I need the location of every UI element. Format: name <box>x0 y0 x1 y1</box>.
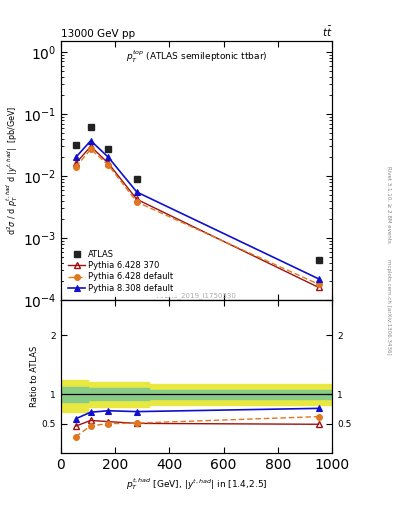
Y-axis label: d$^2\sigma$ / d $p_T^{t,had}$ d $|y^{t,had}|$  [pb/GeV]: d$^2\sigma$ / d $p_T^{t,had}$ d $|y^{t,h… <box>4 106 20 235</box>
Pythia 6.428 default <box>88 146 93 152</box>
Pythia 8.308 default <box>316 276 321 282</box>
Pythia 6.428 default <box>316 281 321 287</box>
Pythia 6.428 370 <box>88 143 93 150</box>
Text: Rivet 3.1.10, ≥ 2.8M events: Rivet 3.1.10, ≥ 2.8M events <box>386 166 391 243</box>
Line: ATLAS: ATLAS <box>73 124 321 263</box>
Pythia 6.428 default <box>134 199 139 205</box>
ATLAS <box>73 141 78 147</box>
X-axis label: $p_T^{t,had}$ [GeV], $|y^{t,had}|$ in [1.4,2.5]: $p_T^{t,had}$ [GeV], $|y^{t,had}|$ in [1… <box>126 476 267 492</box>
Pythia 8.308 default <box>134 189 139 195</box>
Legend: ATLAS, Pythia 6.428 370, Pythia 6.428 default, Pythia 8.308 default: ATLAS, Pythia 6.428 370, Pythia 6.428 de… <box>64 246 178 296</box>
Pythia 6.428 370 <box>316 284 321 290</box>
Pythia 6.428 default <box>106 162 111 168</box>
ATLAS <box>106 146 111 152</box>
Line: Pythia 8.308 default: Pythia 8.308 default <box>73 138 321 282</box>
Pythia 8.308 default <box>73 154 78 160</box>
Pythia 6.428 370 <box>134 196 139 202</box>
Text: $t\bar{t}$: $t\bar{t}$ <box>321 26 332 39</box>
Y-axis label: Ratio to ATLAS: Ratio to ATLAS <box>30 346 39 407</box>
Text: 13000 GeV pp: 13000 GeV pp <box>61 30 135 39</box>
Pythia 6.428 default <box>73 164 78 170</box>
Pythia 8.308 default <box>88 138 93 144</box>
Text: $p_T^{top}$ (ATLAS semileptonic ttbar): $p_T^{top}$ (ATLAS semileptonic ttbar) <box>126 49 267 65</box>
ATLAS <box>88 124 93 130</box>
ATLAS <box>316 257 321 263</box>
Text: mcplots.cern.ch [arXiv:1306.3436]: mcplots.cern.ch [arXiv:1306.3436] <box>386 260 391 355</box>
Line: Pythia 6.428 370: Pythia 6.428 370 <box>73 143 321 290</box>
Text: ATLAS_2019_I1750330: ATLAS_2019_I1750330 <box>156 292 237 298</box>
Pythia 6.428 370 <box>73 160 78 166</box>
Line: Pythia 6.428 default: Pythia 6.428 default <box>73 146 321 287</box>
Pythia 6.428 370 <box>106 160 111 166</box>
Pythia 8.308 default <box>106 154 111 160</box>
ATLAS <box>134 176 139 182</box>
